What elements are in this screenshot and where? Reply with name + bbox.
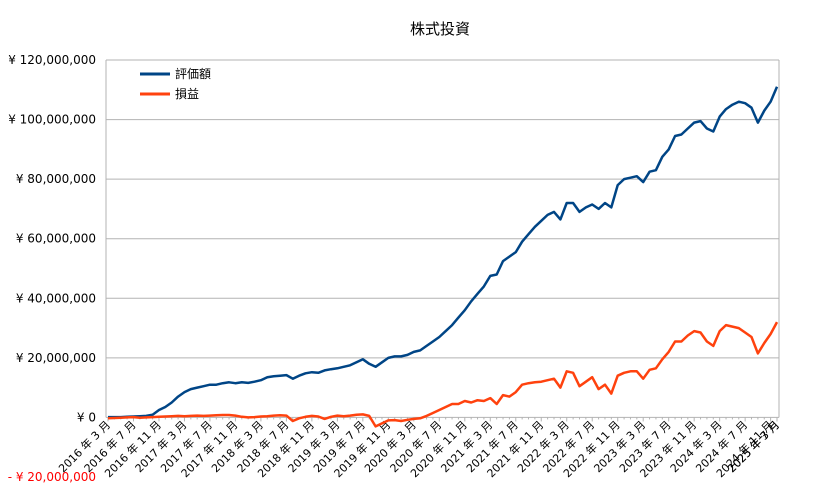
- y-tick-label: ¥ 120,000,000: [8, 53, 96, 67]
- y-tick-label: ¥ 0: [77, 410, 96, 424]
- y-tick-label: ¥ 100,000,000: [8, 113, 96, 127]
- series-lines: [107, 86, 779, 428]
- gridlines: [105, 59, 780, 418]
- y-tick-label: ¥ 80,000,000: [16, 172, 96, 186]
- y-tick-label: ¥ 40,000,000: [16, 291, 96, 305]
- legend-label: 評価額: [175, 66, 211, 81]
- y-tick-label: ¥ 20,000,000: [16, 351, 96, 365]
- y-tick-label: - ¥ 20,000,000: [8, 470, 96, 484]
- legend-label: 損益: [175, 86, 199, 101]
- series-line-0: [108, 86, 779, 419]
- y-tick-label: ¥ 60,000,000: [16, 232, 96, 246]
- chart-title: 株式投資: [410, 20, 470, 38]
- y-axis-ticks: ¥ 120,000,000 ¥ 100,000,000 ¥ 80,000,000 ¥ …: [8, 53, 96, 484]
- series-line-1: [107, 321, 779, 428]
